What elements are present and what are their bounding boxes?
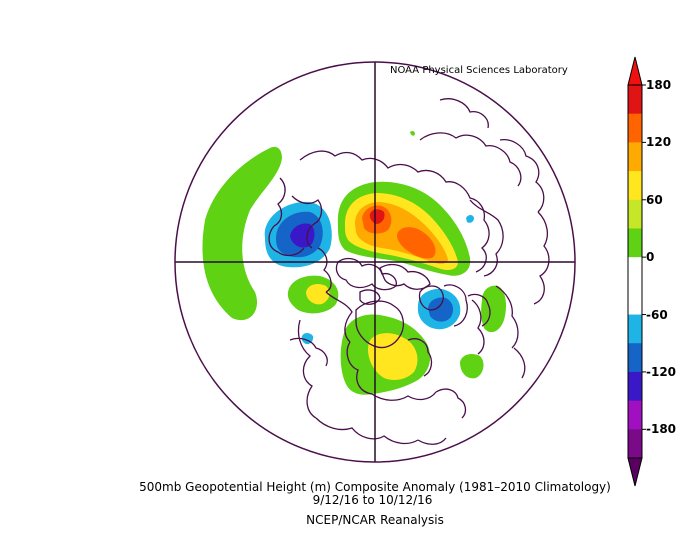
colorbar-tick-label: 120 bbox=[646, 135, 672, 150]
colorbar-tick-label: 60 bbox=[646, 192, 663, 207]
anomaly-canada-moderate bbox=[368, 333, 418, 380]
colorbar-segment bbox=[628, 171, 642, 201]
colorbar-segment bbox=[628, 85, 642, 115]
colorbar-segment bbox=[628, 285, 642, 315]
colorbar bbox=[627, 56, 646, 487]
anomaly-pole-moderate bbox=[306, 284, 330, 305]
anomaly-siberia-peak bbox=[369, 209, 385, 224]
caption-title: 500mb Geopotential Height (m) Composite … bbox=[139, 480, 611, 494]
colorbar-segment bbox=[628, 257, 642, 287]
colorbar-segment bbox=[628, 113, 642, 143]
anomaly-pacific-positive bbox=[202, 146, 282, 321]
colorbar-segment bbox=[628, 314, 642, 344]
colorbar-tick-label: 180 bbox=[646, 78, 672, 92]
colorbar-segment bbox=[628, 228, 642, 258]
coastlines bbox=[268, 98, 550, 445]
anomaly-tiny-asia-positive bbox=[410, 130, 415, 136]
colorbar-tick-label: 0 bbox=[646, 250, 655, 265]
colorbar-tick-label: -180 bbox=[646, 422, 677, 437]
credit-text: NOAA Physical Sciences Laboratory bbox=[390, 65, 568, 76]
anomaly-scandinavia-negative-core bbox=[428, 297, 454, 322]
caption-source: NCEP/NCAR Reanalysis bbox=[306, 513, 444, 527]
anomaly-atlantic-positive bbox=[460, 354, 484, 379]
colorbar-tick-label: -60 bbox=[646, 307, 668, 322]
caption-dates: 9/12/16 to 10/12/16 bbox=[312, 493, 433, 507]
colorbar-segment bbox=[628, 343, 642, 373]
colorbar-tick-label: -120 bbox=[646, 364, 677, 379]
colorbar-segment bbox=[628, 400, 642, 430]
colorbar-segment bbox=[628, 429, 642, 459]
colorbar-segment bbox=[628, 142, 642, 172]
map-boundary bbox=[174, 61, 576, 463]
anomaly-fields bbox=[202, 130, 506, 395]
colorbar-frame bbox=[627, 84, 643, 459]
anomaly-siberia-core-east bbox=[397, 227, 436, 259]
anomaly-europe-positive bbox=[481, 285, 506, 333]
anomaly-tiny-asia-negative bbox=[466, 215, 474, 223]
colorbar-segment bbox=[628, 199, 642, 229]
colorbar-arrow-top bbox=[627, 56, 643, 86]
colorbar-segment bbox=[628, 371, 642, 402]
